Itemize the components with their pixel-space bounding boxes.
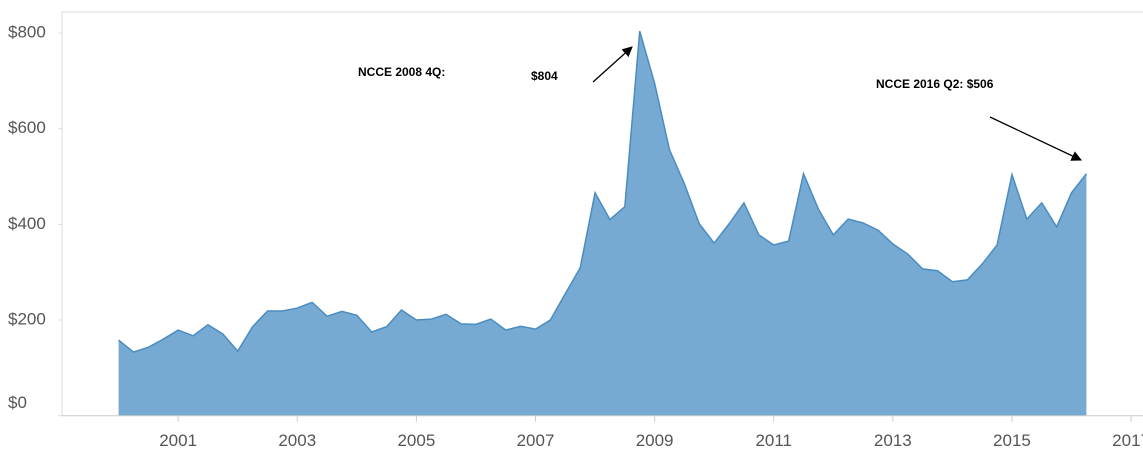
x-tick-label: 2015 <box>993 431 1031 449</box>
x-tick-label: 2013 <box>874 431 912 449</box>
x-tick-label: 2003 <box>278 431 316 449</box>
x-tick-label: 2005 <box>397 431 435 449</box>
plot-area <box>118 30 1088 416</box>
annotation: $804 <box>531 69 558 83</box>
x-tick-label: 2011 <box>755 431 792 449</box>
y-tick-label: $800 <box>8 23 46 42</box>
y-tick-label: $600 <box>8 118 46 137</box>
y-tick-label: $0 <box>8 393 27 412</box>
arrow <box>989 116 1082 161</box>
annotation: NCCE 2016 Q2: $506 <box>876 77 994 91</box>
annotation: NCCE 2008 4Q: <box>358 65 445 79</box>
x-tick-label: 2001 <box>159 431 197 449</box>
x-tick-label: 2009 <box>636 431 674 449</box>
arrow <box>592 46 633 83</box>
x-tick-label: 2007 <box>517 431 555 449</box>
x-tick-label: 2017 <box>1112 431 1143 449</box>
y-tick-label: $200 <box>8 310 46 329</box>
y-tick-label: $400 <box>8 214 46 233</box>
area-line <box>118 30 1088 353</box>
